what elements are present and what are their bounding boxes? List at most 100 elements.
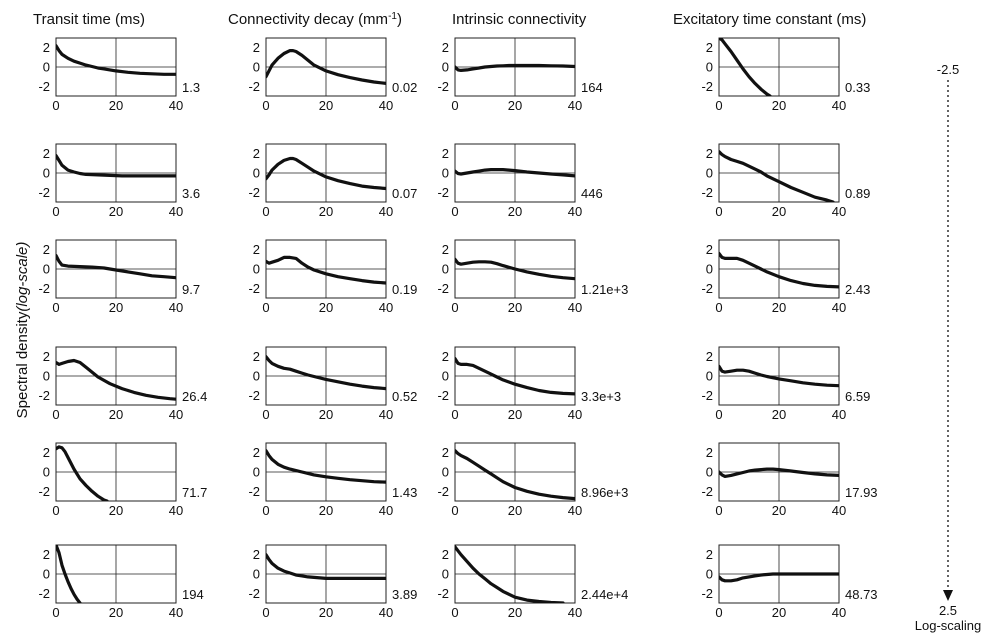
spectral-curve (56, 253, 176, 280)
panel-frame (265, 239, 387, 299)
x-tick-label: 20 (772, 98, 786, 113)
x-tick-label: 0 (715, 98, 722, 113)
x-tick-label: 0 (715, 407, 722, 422)
panel-frame (718, 37, 840, 97)
y-tick-label: 0 (706, 60, 713, 75)
y-tick-label: 0 (706, 567, 713, 582)
parameter-value-label: 0.02 (392, 80, 417, 95)
x-tick-label: 40 (169, 503, 183, 518)
column-title-connectivity-decay: Connectivity decay (mm-1) (228, 11, 402, 29)
parameter-value-label: 26.4 (182, 389, 207, 404)
y-tick-label: 2 (43, 349, 50, 364)
spectral-curve (455, 257, 575, 281)
x-tick-label: 40 (568, 503, 582, 518)
x-tick-label: 20 (508, 300, 522, 315)
parameter-value-label: 0.52 (392, 389, 417, 404)
x-tick-label: 40 (568, 605, 582, 620)
parameter-value-label: 9.7 (182, 282, 200, 297)
x-tick-label: 40 (379, 300, 393, 315)
y-tick-label: 0 (43, 166, 50, 181)
y-tick-label: 0 (706, 369, 713, 384)
parameter-value-label: 1.43 (392, 485, 417, 500)
y-tick-label: 0 (43, 567, 50, 582)
y-tick-label: 0 (442, 166, 449, 181)
x-tick-label: 40 (379, 204, 393, 219)
x-tick-label: 0 (52, 300, 59, 315)
x-tick-label: 0 (52, 98, 59, 113)
panel-frame (265, 442, 387, 502)
y-tick-label: -2 (38, 586, 50, 601)
y-tick-label: -2 (701, 388, 713, 403)
spectral-curve (266, 255, 386, 285)
y-tick-label: 2 (706, 146, 713, 161)
x-tick-label: 20 (109, 204, 123, 219)
x-tick-label: 40 (379, 98, 393, 113)
y-tick-label: 0 (442, 262, 449, 277)
spectral-curve (266, 553, 386, 581)
panel-3-3: 20-20 20 406.59 (701, 346, 870, 422)
x-tick-label: 40 (832, 204, 846, 219)
y-tick-label: -2 (437, 388, 449, 403)
spectral-curve (455, 168, 575, 178)
y-tick-label: 2 (706, 349, 713, 364)
x-tick-label: 40 (169, 300, 183, 315)
panel-frame (454, 346, 576, 406)
spectral-curve (719, 572, 839, 583)
y-tick-label: 0 (43, 369, 50, 384)
y-tick-label: -2 (437, 586, 449, 601)
y-tick-label: -2 (38, 185, 50, 200)
scale-caption: Log-scaling (915, 618, 982, 633)
panel-0-1: 20-20 20 403.6 (38, 143, 200, 219)
x-tick-label: 20 (508, 503, 522, 518)
panel-frame (265, 346, 387, 406)
panel-1-5: 20-20 20 403.89 (248, 544, 417, 620)
panel-2-3: 20-20 20 403.3e+3 (437, 346, 621, 422)
scale-top-value: -2.5 (937, 62, 959, 77)
x-tick-label: 20 (109, 503, 123, 518)
y-tick-label: 2 (43, 547, 50, 562)
y-tick-label: -2 (38, 388, 50, 403)
spectral-curve (455, 449, 575, 501)
x-tick-label: 0 (262, 98, 269, 113)
y-tick-label: 2 (43, 242, 50, 257)
panel-2-2: 20-20 20 401.21e+3 (437, 239, 628, 315)
x-tick-label: 40 (568, 204, 582, 219)
parameter-value-label: 17.93 (845, 485, 878, 500)
y-tick-label: 0 (706, 166, 713, 181)
x-tick-label: 40 (832, 407, 846, 422)
panel-0-2: 20-20 20 409.7 (38, 239, 200, 315)
x-tick-label: 40 (568, 300, 582, 315)
y-tick-label: -2 (437, 281, 449, 296)
y-tick-label: 2 (706, 242, 713, 257)
panel-frame (265, 37, 387, 97)
x-tick-label: 20 (508, 98, 522, 113)
x-tick-label: 0 (715, 503, 722, 518)
x-tick-label: 0 (451, 407, 458, 422)
x-tick-label: 0 (715, 300, 722, 315)
panel-grid: 20-20 20 401.320-20 20 403.620-20 20 409.720-2… (38, 37, 878, 620)
x-tick-label: 40 (832, 503, 846, 518)
x-tick-label: 0 (451, 300, 458, 315)
x-tick-label: 40 (832, 605, 846, 620)
y-tick-label: -2 (38, 484, 50, 499)
parameter-value-label: 3.89 (392, 587, 417, 602)
parameter-value-label: 3.6 (182, 186, 200, 201)
panel-frame (55, 37, 177, 97)
parameter-value-label: 71.7 (182, 485, 207, 500)
column-titles: Transit time (ms) Connectivity decay (mm… (33, 11, 866, 29)
parameter-value-label: 164 (581, 80, 603, 95)
x-tick-label: 0 (262, 204, 269, 219)
x-tick-label: 40 (568, 407, 582, 422)
y-tick-label: 2 (706, 40, 713, 55)
parameter-value-label: 0.07 (392, 186, 417, 201)
y-tick-label: 2 (43, 146, 50, 161)
y-tick-label: 2 (706, 547, 713, 562)
panel-frame (55, 442, 177, 502)
y-tick-label: 2 (442, 547, 449, 562)
panel-3-1: 20-20 20 400.89 (701, 143, 870, 219)
x-tick-label: 20 (109, 98, 123, 113)
y-tick-label: 0 (442, 465, 449, 480)
title-superscript: -1 (388, 11, 397, 22)
